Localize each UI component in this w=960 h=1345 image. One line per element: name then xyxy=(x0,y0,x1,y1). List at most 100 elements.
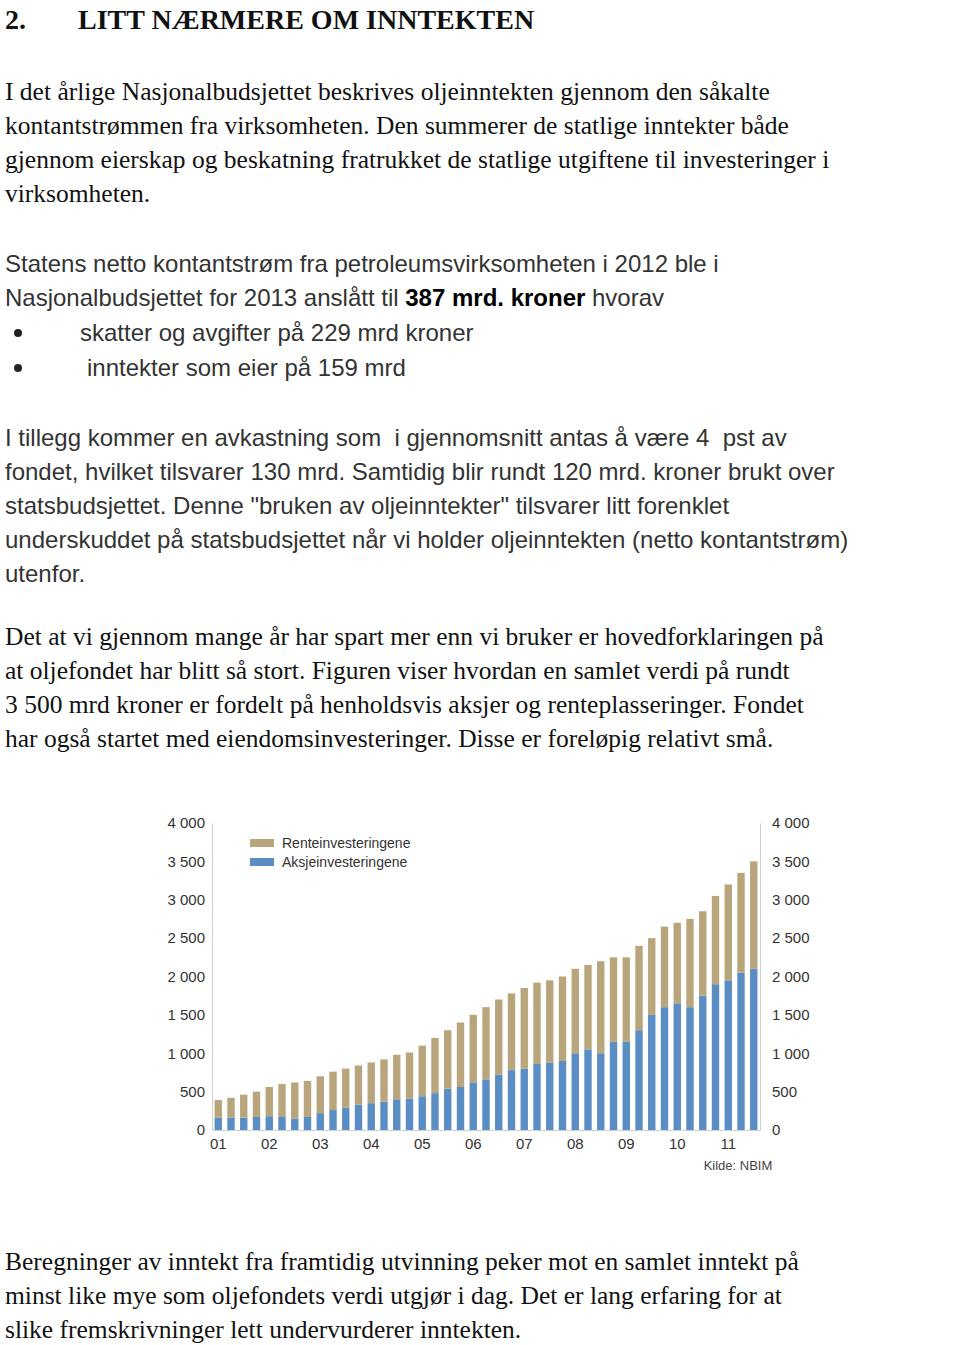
tick-label: 4 000 xyxy=(772,814,810,831)
bar xyxy=(355,1066,362,1105)
tick: 1 500 xyxy=(760,1006,810,1023)
bar xyxy=(725,980,732,1130)
tick: 1 500 xyxy=(167,1006,212,1023)
tick-label: 0 xyxy=(197,1121,205,1138)
text-line: statsbudsjettet. Denne "bruken av oljein… xyxy=(5,492,729,519)
bar xyxy=(546,1062,553,1130)
tick-label: 2 000 xyxy=(167,968,205,985)
bar xyxy=(495,1000,502,1075)
bar xyxy=(750,861,757,968)
bar xyxy=(406,1052,413,1098)
tick: 3 500 xyxy=(167,853,212,870)
bar xyxy=(444,1030,451,1088)
tick-label: 02 xyxy=(261,1135,278,1152)
tick-label: 2 000 xyxy=(772,968,810,985)
tick-label: 0 xyxy=(772,1121,780,1138)
bar xyxy=(699,996,706,1130)
bullet-text: skatter og avgifter på 229 mrd kroner xyxy=(80,319,474,346)
bar xyxy=(572,969,579,1053)
source: Kilde: NBIM xyxy=(704,1158,773,1173)
paragraph: I tillegg kommer en avkastning som i gje… xyxy=(5,424,848,587)
tick: 500 xyxy=(180,1083,212,1100)
text-line: underskuddet på statsbudsjettet når vi h… xyxy=(5,526,848,553)
tick-label: 11 xyxy=(720,1135,736,1152)
tick-label: 1 500 xyxy=(772,1006,810,1023)
bar xyxy=(291,1118,298,1130)
text-span: 387 mrd. kroner xyxy=(405,284,585,311)
paragraph: Statens netto kontantstrøm fra petroleum… xyxy=(5,250,719,311)
bar xyxy=(521,988,528,1069)
paragraph: Det at vi gjennom mange år har spart mer… xyxy=(5,622,824,753)
bar xyxy=(661,1007,668,1130)
bar xyxy=(240,1095,247,1118)
tick: 3 000 xyxy=(760,891,810,908)
heading-number: 2. xyxy=(5,4,26,35)
axis-line xyxy=(760,824,761,1131)
tick-label: 01 xyxy=(210,1135,227,1152)
axis-line xyxy=(212,824,213,1131)
tick: 500 xyxy=(760,1083,797,1100)
bar xyxy=(648,1015,655,1130)
bar xyxy=(610,957,617,1041)
text-span: hvorav xyxy=(585,284,664,311)
tick: 10 xyxy=(669,1130,686,1152)
text-line: Det at vi gjennom mange år har spart mer… xyxy=(5,622,824,651)
tick: 3 500 xyxy=(760,853,810,870)
bar xyxy=(380,1102,387,1130)
bar xyxy=(329,1110,336,1130)
bar xyxy=(380,1059,387,1101)
bar xyxy=(750,969,757,1130)
tick-label: 06 xyxy=(465,1135,482,1152)
bullet-dot xyxy=(14,329,22,337)
tick: 0 xyxy=(760,1121,780,1138)
bar xyxy=(444,1089,451,1130)
bar xyxy=(674,923,681,1004)
bar xyxy=(253,1092,260,1117)
bar xyxy=(266,1116,273,1130)
tick: 11 xyxy=(720,1130,736,1152)
tick: 2 500 xyxy=(167,929,212,946)
bar xyxy=(635,1030,642,1130)
axis-line xyxy=(213,1130,761,1131)
bullet-text: inntekter som eier på 159 mrd xyxy=(87,354,406,381)
bar xyxy=(393,1099,400,1130)
bar xyxy=(406,1099,413,1130)
text-line: I det årlige Nasjonalbudsjettet beskrive… xyxy=(5,77,770,106)
bullet-list: skatter og avgifter på 229 mrd kroner inn… xyxy=(14,319,474,381)
tick-label: 1 000 xyxy=(772,1045,810,1062)
bar xyxy=(368,1062,375,1103)
tick: 04 xyxy=(363,1130,380,1152)
tick-label: 05 xyxy=(414,1135,431,1152)
legend-label: Renteinvesteringene xyxy=(282,835,411,851)
bar xyxy=(712,896,719,984)
bar xyxy=(304,1081,311,1117)
text-line: fondet, hvilket tilsvarer 130 mrd. Samti… xyxy=(5,458,835,485)
bar xyxy=(355,1105,362,1130)
bar xyxy=(470,1082,477,1130)
paragraph: I det årlige Nasjonalbudsjettet beskrive… xyxy=(5,77,829,208)
bar xyxy=(431,1093,438,1130)
text-line: Statens netto kontantstrøm fra petroleum… xyxy=(5,250,719,277)
text-line: minst like mye som oljefondets verdi utg… xyxy=(5,1281,782,1310)
text-line: Nasjonalbudsjettet for 2013 anslått til … xyxy=(5,284,664,311)
tick-label: 10 xyxy=(669,1135,686,1152)
bar xyxy=(686,1007,693,1130)
text-line: virksomheten. xyxy=(5,179,150,208)
bar xyxy=(572,1053,579,1130)
bar xyxy=(725,884,732,980)
bar xyxy=(533,983,540,1064)
x-axis: 0102030405060708091011 xyxy=(210,1130,761,1152)
bar xyxy=(623,1042,630,1130)
tick-label: 3 500 xyxy=(772,853,810,870)
tick-label: 1 500 xyxy=(167,1006,205,1023)
y-axis-right: 05001 0001 5002 0002 5003 0003 5004 000 xyxy=(760,814,810,1138)
bar xyxy=(635,946,642,1030)
bar xyxy=(368,1103,375,1130)
bar xyxy=(559,977,566,1061)
tick: 01 xyxy=(210,1130,227,1152)
tick: 03 xyxy=(312,1130,329,1152)
tick-label: 09 xyxy=(618,1135,635,1152)
bar xyxy=(495,1075,502,1130)
bar xyxy=(470,1015,477,1083)
tick-label: 500 xyxy=(772,1083,797,1100)
